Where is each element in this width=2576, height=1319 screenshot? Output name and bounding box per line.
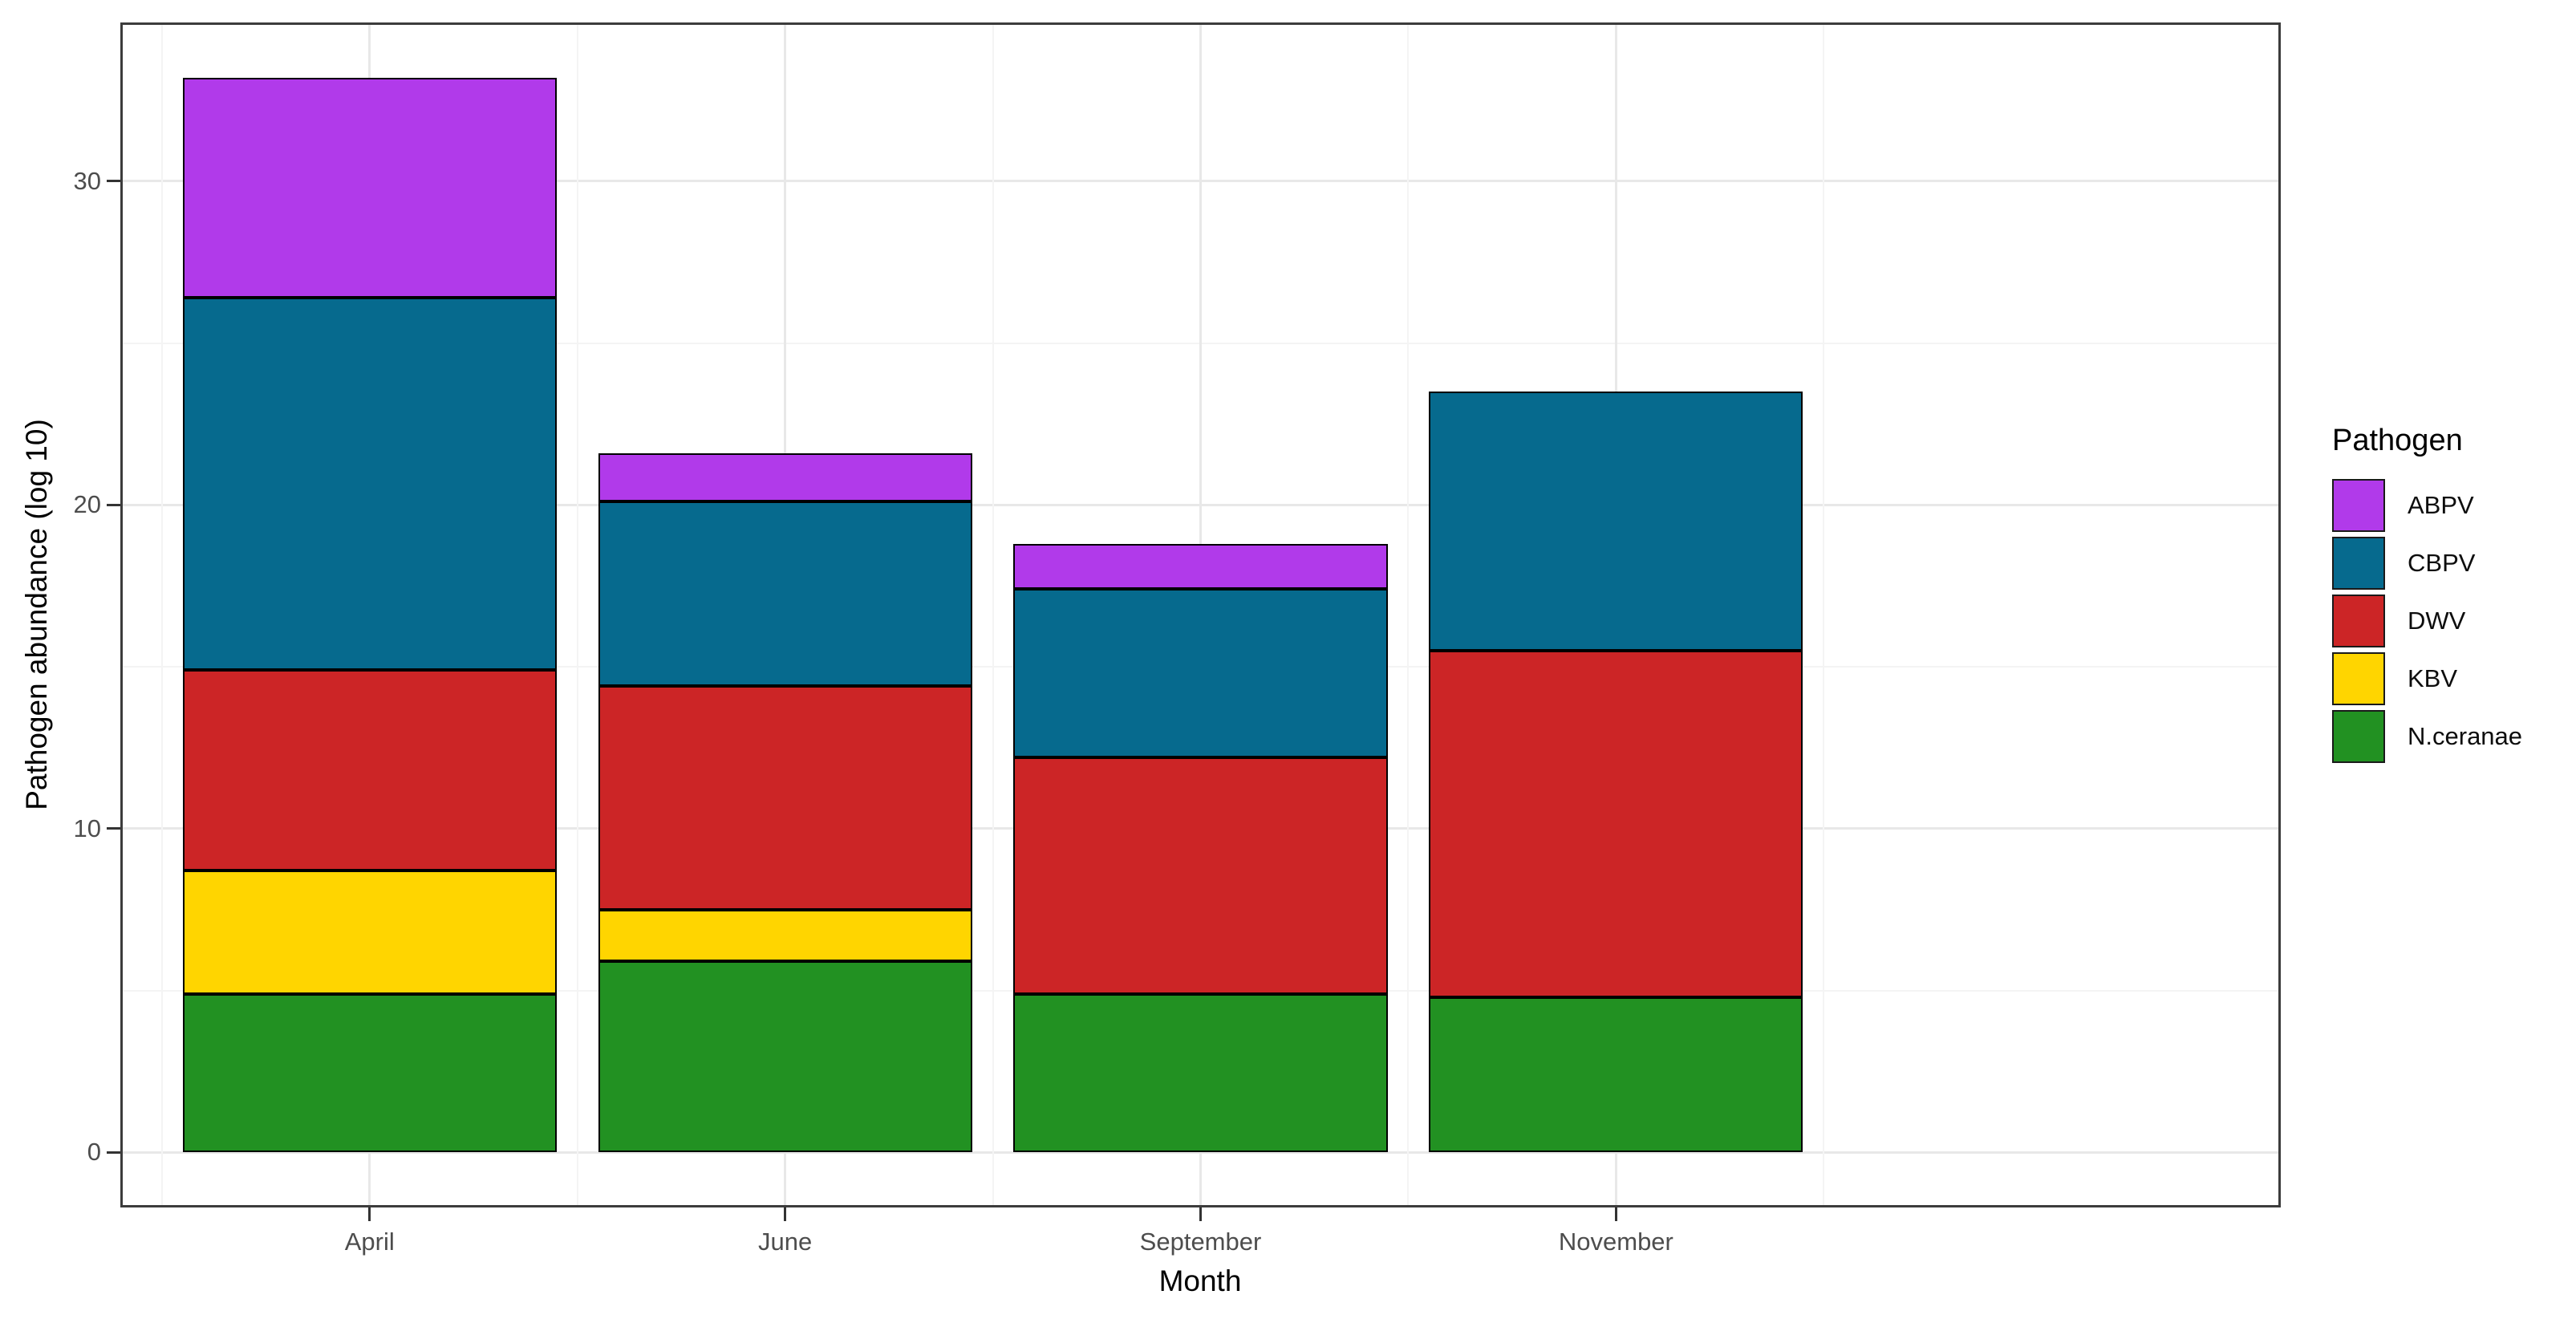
bar-segment-June-DWV [598, 686, 972, 910]
legend-item-N.ceranae: N.ceranae [2322, 710, 2576, 763]
legend-item-KBV: KBV [2322, 652, 2576, 705]
legend-label-ABPV: ABPV [2408, 491, 2474, 519]
x-tick-label-November: November [1558, 1228, 1673, 1256]
legend-item-CBPV: CBPV [2322, 537, 2576, 590]
x-axis-title: Month [1158, 1264, 1242, 1297]
bar-segment-June-KBV [598, 909, 972, 962]
bar-segment-September-ABPV [1013, 543, 1388, 590]
gridline-v-minor-2 [992, 22, 994, 1207]
bar-segment-June-CBPV [598, 501, 972, 687]
bar-segment-April-DWV [182, 670, 557, 871]
x-tick-September [1199, 1207, 1202, 1221]
y-tick-label-0: 0 [87, 1138, 101, 1167]
bar-segment-April-N.ceranae [182, 993, 557, 1153]
bar-segment-June-N.ceranae [598, 961, 972, 1153]
x-tick-June [784, 1207, 787, 1221]
legend-swatch-CBPV [2332, 537, 2385, 590]
y-tick-10 [107, 827, 120, 830]
legend-item-ABPV: ABPV [2322, 479, 2576, 532]
bar-segment-November-N.ceranae [1429, 996, 1803, 1153]
bar-segment-September-DWV [1013, 757, 1388, 994]
bar-segment-September-CBPV [1013, 589, 1388, 758]
bar-segment-April-ABPV [182, 77, 557, 298]
legend-item-DWV: DWV [2322, 595, 2576, 647]
y-tick-20 [107, 503, 120, 506]
x-tick-label-April: April [344, 1228, 395, 1256]
bar-segment-November-DWV [1429, 650, 1803, 997]
legend-swatch-ABPV [2332, 479, 2385, 532]
legend-label-KBV: KBV [2408, 664, 2458, 692]
gridline-v-minor-0 [160, 22, 163, 1207]
x-tick-label-September: September [1139, 1228, 1262, 1256]
legend-label-N.ceranae: N.ceranae [2408, 722, 2523, 750]
legend: Pathogen ABPV CBPV DWV KBV N.ceranae [2322, 424, 2576, 768]
y-tick-label-10: 10 [73, 814, 101, 842]
y-tick-30 [107, 180, 120, 183]
legend-swatch-DWV [2332, 595, 2385, 647]
bar-segment-April-CBPV [182, 298, 557, 671]
bar-segment-November-CBPV [1429, 392, 1803, 651]
bar-segment-April-KBV [182, 871, 557, 994]
x-tick-label-June: June [757, 1228, 813, 1256]
gridline-v-minor-4 [1823, 22, 1825, 1207]
bar-segment-June-ABPV [598, 453, 972, 502]
y-tick-label-20: 20 [73, 490, 101, 519]
legend-items: ABPV CBPV DWV KBV N.ceranae [2322, 479, 2576, 763]
legend-swatch-N.ceranae [2332, 710, 2385, 763]
y-tick-label-30: 30 [73, 166, 101, 195]
bar-segment-September-N.ceranae [1013, 993, 1388, 1153]
x-tick-November [1614, 1207, 1617, 1221]
legend-label-DWV: DWV [2408, 607, 2466, 635]
gridline-v-minor-1 [576, 22, 578, 1207]
legend-label-CBPV: CBPV [2408, 549, 2476, 577]
legend-title: Pathogen [2332, 424, 2463, 457]
y-axis-title: Pathogen abundance (log 10) [20, 419, 53, 810]
gridline-v-minor-3 [1407, 22, 1410, 1207]
x-tick-April [368, 1207, 371, 1221]
legend-swatch-KBV [2332, 652, 2385, 705]
y-tick-0 [107, 1151, 120, 1154]
